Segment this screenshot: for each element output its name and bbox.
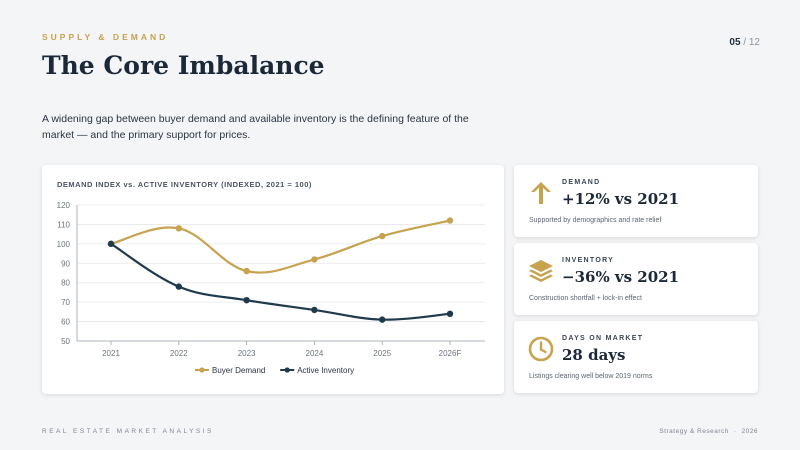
y-tick-label: 110 bbox=[57, 220, 70, 229]
clock-icon bbox=[528, 336, 554, 362]
legend-marker-buyer-demand bbox=[199, 367, 205, 373]
legend-label-active-inventory: Active Inventory bbox=[297, 366, 354, 375]
data-point-buyer-demand bbox=[446, 217, 454, 224]
stat-label: DAYS ON MARKET bbox=[562, 335, 644, 342]
stat-note: Construction shortfall + lock-in effect bbox=[529, 295, 642, 302]
data-point-buyer-demand bbox=[311, 256, 318, 263]
series-line-active-inventory bbox=[110, 242, 451, 321]
y-tick-label: 100 bbox=[57, 240, 71, 249]
data-point-active-inventory bbox=[175, 283, 182, 290]
stat-value: −36% vs 2021 bbox=[562, 268, 680, 286]
legend-label-buyer-demand: Buyer Demand bbox=[212, 366, 265, 375]
stat-value: +12% vs 2021 bbox=[562, 190, 680, 208]
stat-label: INVENTORY bbox=[562, 257, 615, 264]
x-tick-label: 2021 bbox=[102, 349, 120, 358]
arrow-up-icon bbox=[531, 182, 551, 204]
page-current: 05 bbox=[729, 37, 741, 48]
x-tick-label: 2025 bbox=[373, 349, 391, 358]
layers-icon bbox=[529, 260, 553, 282]
stat-card-inventory: INVENTORY −36% vs 2021 Construction shor… bbox=[514, 243, 758, 315]
section-eyebrow: SUPPLY & DEMAND bbox=[42, 32, 169, 42]
y-tick-label: 60 bbox=[61, 318, 70, 327]
page-subtitle: A widening gap between buyer demand and … bbox=[42, 113, 469, 141]
stat-note: Supported by demographics and rate relie… bbox=[529, 217, 662, 224]
y-tick-label: 120 bbox=[57, 201, 71, 210]
data-point-active-inventory bbox=[311, 306, 318, 314]
y-tick-label: 90 bbox=[61, 259, 70, 268]
x-tick-label: 2022 bbox=[170, 349, 188, 358]
stat-value: 28 days bbox=[562, 346, 626, 364]
line-chart: 50 60 70 80 90 100 110 120 2021 2022 2023 2024 2025 2… bbox=[57, 201, 485, 375]
chart-title: DEMAND INDEX vs. ACTIVE INVENTORY (INDEX… bbox=[57, 180, 312, 189]
stat-note: Listings clearing well below 2019 norms bbox=[529, 373, 653, 380]
x-tick-label: 2024 bbox=[306, 349, 324, 358]
page-title: The Core Imbalance bbox=[42, 51, 325, 80]
x-tick-label: 2023 bbox=[238, 349, 256, 358]
footer-left: REAL ESTATE MARKET ANALYSIS bbox=[42, 428, 214, 435]
stat-card-demand: DEMAND +12% vs 2021 Supported by demogra… bbox=[514, 165, 758, 237]
data-point-active-inventory bbox=[107, 240, 115, 248]
footer-separator: · bbox=[733, 428, 737, 435]
legend-marker-active-inventory bbox=[284, 367, 290, 373]
y-tick-label: 80 bbox=[61, 279, 70, 288]
y-tick-label: 70 bbox=[61, 298, 70, 307]
footer-year: 2026 bbox=[741, 428, 758, 435]
stat-card-days-on-market: DAYS ON MARKET 28 days Listings clearing… bbox=[514, 321, 758, 393]
data-point-active-inventory bbox=[243, 297, 250, 304]
y-tick-label: 50 bbox=[61, 337, 70, 346]
page-indicator: 05 / 12 bbox=[729, 37, 760, 48]
chart-card: DEMAND INDEX vs. ACTIVE INVENTORY (INDEX… bbox=[42, 165, 504, 394]
footer-right: Strategy & Research · 2026 bbox=[659, 428, 758, 435]
stat-label: DEMAND bbox=[562, 179, 601, 186]
data-point-buyer-demand bbox=[175, 225, 182, 232]
page-total: / 12 bbox=[743, 37, 760, 48]
data-point-buyer-demand bbox=[243, 267, 250, 275]
data-point-buyer-demand bbox=[379, 232, 386, 240]
x-tick-label: 2026F bbox=[439, 349, 462, 358]
data-point-active-inventory bbox=[379, 316, 386, 323]
data-point-active-inventory bbox=[446, 310, 454, 317]
footer-org: Strategy & Research bbox=[659, 428, 729, 435]
series-line-buyer-demand bbox=[110, 219, 451, 274]
